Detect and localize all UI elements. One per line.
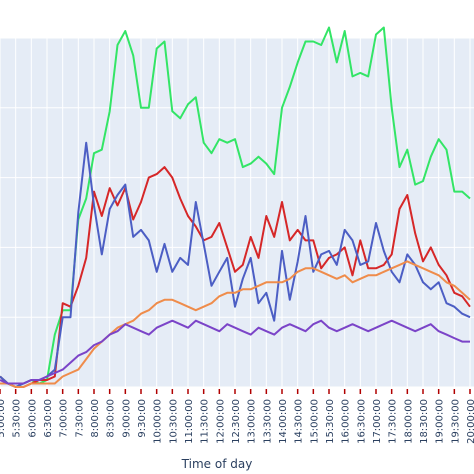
x-tick-label: 20:00:00 [466, 399, 474, 444]
x-tick-label: 11:30:00 [200, 399, 211, 444]
x-tick-label: 9:00:00 [121, 399, 132, 438]
x-tick-label: 19:00:00 [435, 399, 446, 444]
x-axis-title: Time of day [181, 457, 253, 471]
x-tick-label: 12:00:00 [215, 399, 226, 444]
x-tick-label: 7:00:00 [59, 399, 70, 438]
x-tick-label: 18:00:00 [403, 399, 414, 444]
x-axis-ticks [0, 389, 471, 394]
x-tick-label: 15:30:00 [325, 399, 336, 444]
series-line-4 [0, 260, 471, 388]
x-tick-label: 6:00:00 [27, 399, 38, 438]
series-lines [0, 26, 471, 388]
x-tick-label: 6:30:00 [43, 399, 54, 438]
x-tick-label: 8:30:00 [106, 399, 117, 438]
series-line-2 [0, 166, 471, 388]
x-tick-label: 9:30:00 [137, 399, 148, 438]
x-tick-label: 17:00:00 [372, 399, 383, 444]
x-tick-label: 12:30:00 [231, 399, 242, 444]
series-line-3 [0, 141, 471, 388]
plot-background [0, 38, 474, 387]
x-tick-label: 5:30:00 [12, 399, 23, 438]
series-line-5 [0, 319, 470, 385]
x-tick-label: 19:30:00 [450, 399, 461, 444]
x-tick-label: 13:00:00 [247, 399, 258, 444]
x-tick-label: 17:30:00 [388, 399, 399, 444]
x-tick-label: 13:30:00 [262, 399, 273, 444]
x-tick-label: 10:00:00 [153, 399, 164, 444]
x-tick-label: 14:30:00 [294, 399, 305, 444]
x-tick-label: 11:00:00 [184, 399, 195, 444]
x-tick-label: 18:30:00 [419, 399, 430, 444]
x-axis-tick-labels: 5:00:00 5:30:00 6:00:00 6:30:00 7:00:00 7:30:… [0, 399, 474, 444]
x-tick-label: 10:30:00 [168, 399, 179, 444]
x-tick-label: 14:00:00 [278, 399, 289, 444]
x-tick-label: 8:00:00 [90, 399, 101, 438]
x-tick-label: 7:30:00 [74, 399, 85, 438]
x-tick-label: 5:00:00 [0, 399, 7, 438]
x-tick-label: 16:00:00 [341, 399, 352, 444]
x-tick-label: 15:00:00 [309, 399, 320, 444]
x-tick-label: 16:30:00 [356, 399, 367, 444]
